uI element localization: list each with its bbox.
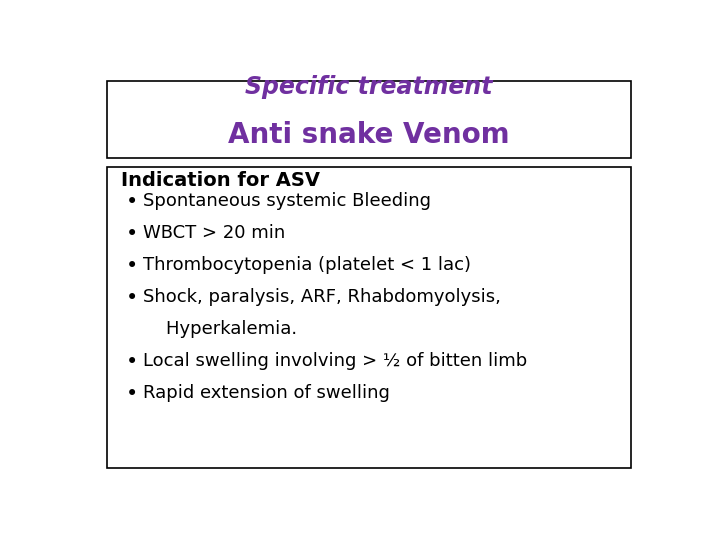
FancyBboxPatch shape (107, 82, 631, 158)
Text: Specific treatment: Specific treatment (246, 75, 492, 99)
Text: Anti snake Venom: Anti snake Venom (228, 121, 510, 149)
Text: Indication for ASV: Indication for ASV (121, 171, 320, 190)
Text: Rapid extension of swelling: Rapid extension of swelling (143, 384, 390, 402)
Text: •: • (126, 384, 138, 404)
Text: •: • (126, 255, 138, 275)
Text: Spontaneous systemic Bleeding: Spontaneous systemic Bleeding (143, 192, 431, 210)
Text: •: • (126, 352, 138, 372)
Text: WBCT > 20 min: WBCT > 20 min (143, 224, 285, 241)
Text: •: • (126, 224, 138, 244)
Text: Local swelling involving > ½ of bitten limb: Local swelling involving > ½ of bitten l… (143, 352, 527, 370)
Text: •: • (126, 192, 138, 212)
Text: Thrombocytopenia (platelet < 1 lac): Thrombocytopenia (platelet < 1 lac) (143, 255, 471, 274)
Text: Shock, paralysis, ARF, Rhabdomyolysis,: Shock, paralysis, ARF, Rhabdomyolysis, (143, 288, 501, 306)
FancyBboxPatch shape (107, 167, 631, 468)
Text: •: • (126, 288, 138, 308)
Text: Hyperkalemia.: Hyperkalemia. (143, 320, 297, 338)
